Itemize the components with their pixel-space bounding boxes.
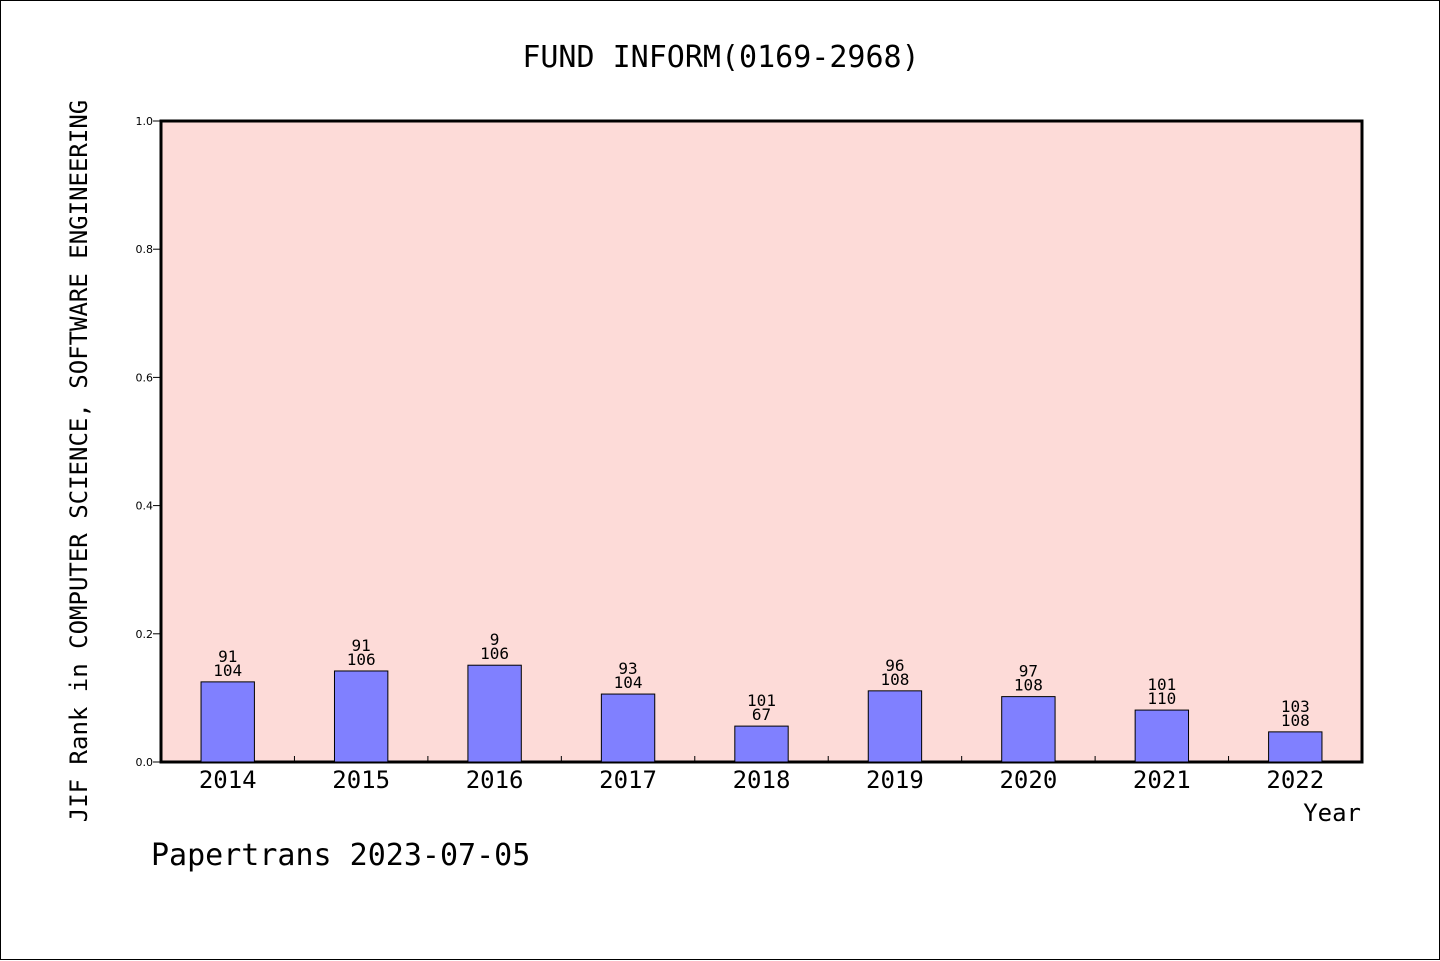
plot-area (159, 119, 1364, 764)
x-tick-label: 2021 (1133, 766, 1191, 794)
y-axis-label: JIF Rank in COMPUTER SCIENCE, SOFTWARE E… (65, 100, 93, 822)
x-tick-label: 2015 (332, 766, 390, 794)
bar (734, 725, 789, 763)
bar-label-bottom: 108 (1281, 711, 1310, 730)
x-tick-label: 2016 (466, 766, 524, 794)
y-tick-label: 0.4 (136, 500, 154, 513)
bar (467, 664, 522, 763)
bar (1001, 696, 1056, 763)
bar-label-bottom: 104 (213, 661, 242, 680)
bar (867, 690, 923, 763)
y-tick-label: 0.6 (136, 371, 154, 384)
bar-label-top: 91 (218, 647, 237, 666)
x-tick-label: 2019 (866, 766, 924, 794)
bar (200, 681, 255, 763)
y-tick-label: 0.2 (136, 628, 154, 641)
bar-label-bottom: 67 (752, 705, 771, 724)
bar-label-top: 9 (490, 630, 500, 649)
chart-title: FUND INFORM(0169-2968) (522, 40, 919, 75)
bar-label-bottom: 104 (614, 673, 643, 692)
y-tick-label: 1.0 (136, 115, 154, 128)
x-tick-label: 2017 (599, 766, 657, 794)
bar-label-top: 91 (352, 636, 371, 655)
bar (333, 670, 389, 763)
y-tick-label: 0.0 (136, 756, 154, 769)
bar-label-top: 96 (885, 656, 904, 675)
bar (1268, 731, 1323, 763)
bar-label-bottom: 106 (347, 650, 376, 669)
bar-label-bottom: 106 (480, 644, 509, 663)
x-tick-label: 2018 (733, 766, 791, 794)
bar (1134, 709, 1190, 763)
bar-label-bottom: 108 (880, 670, 909, 689)
bar-label-top: 103 (1281, 697, 1310, 716)
bar-label-bottom: 108 (1014, 676, 1043, 695)
x-axis-label: Year (1303, 799, 1361, 827)
bar-label-top: 97 (1019, 662, 1038, 681)
y-axis: 0.0 0.2 0.4 0.6 0.8 1.0 (136, 115, 161, 769)
x-tick-label: 2020 (999, 766, 1057, 794)
bar-label-bottom: 110 (1147, 689, 1176, 708)
bar-label-top: 101 (747, 691, 776, 710)
bar-label-top: 93 (618, 659, 637, 678)
footer-credit: Papertrans 2023-07-05 (151, 838, 530, 873)
x-tick-label: 2014 (199, 766, 257, 794)
x-tick-label: 2022 (1266, 766, 1324, 794)
bar (600, 693, 656, 763)
bar-label-top: 101 (1147, 675, 1176, 694)
y-tick-label: 0.8 (136, 243, 154, 256)
x-axis: 2014 2015 2016 2017 2018 2019 2020 2021 2022 (199, 756, 1324, 794)
